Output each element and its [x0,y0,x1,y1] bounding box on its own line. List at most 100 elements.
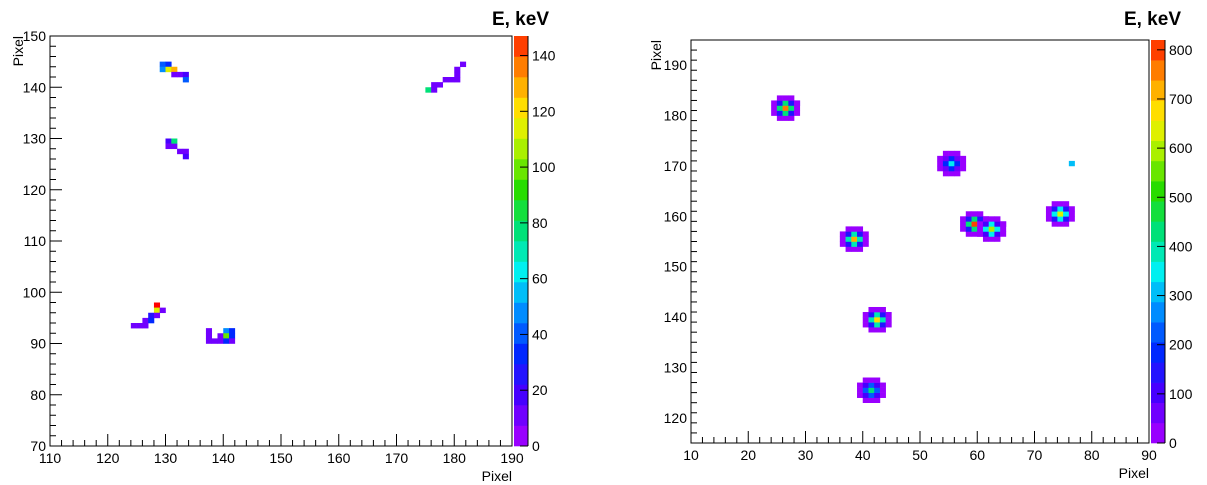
heatmap-cells-right [771,95,1075,403]
colorbar-swatch [1151,80,1165,101]
heatmap-cell [879,382,886,388]
heatmap-cell [148,312,155,319]
heatmap-cell [142,317,149,324]
heatmap-cell [960,165,967,172]
y-tick-label: 150 [664,259,688,275]
heatmap-cell [1057,216,1064,222]
colorbar-tick-label: 700 [1169,91,1193,107]
colorbar-swatch [514,200,528,221]
y-tick-label: 90 [30,336,46,352]
colorbar-swatch [514,323,528,344]
heatmap-cell [771,110,778,116]
heatmap-cell [182,71,189,78]
heatmap-cell [862,382,869,388]
heatmap-cell [142,323,149,329]
heatmap-cell [954,155,961,162]
heatmap-cell [982,226,989,232]
colorbar-tick-label: 140 [532,48,556,64]
colorbar-swatch [514,77,528,98]
y-axis-title-left: Pixel [10,36,26,66]
heatmap-cell [448,77,455,83]
heatmap-cell [879,322,886,328]
colorbar-tick-label: 400 [1169,238,1193,254]
colorbar-swatch [514,118,528,139]
colorbar-swatch [1151,261,1165,283]
heatmap-cell [960,226,967,232]
heatmap-cell [454,77,461,83]
heatmap-cell [788,100,795,106]
heatmap-cell [977,231,984,237]
heatmap-cell [994,231,1001,237]
heatmap-cell [454,71,461,78]
heatmap-cell [868,382,875,388]
colorbar-left: 0 20 40 60 80 100 120 140 [514,36,556,454]
x-tick-label: 110 [39,450,62,466]
x-tick-label: 160 [327,450,351,466]
colorbar-tick-label: 40 [532,326,548,342]
heatmap-cell [223,328,230,334]
heatmap-cell [788,115,795,121]
colorbar-swatch [1151,362,1165,383]
heatmap-cell [965,231,972,237]
colorbar-swatch [1151,422,1165,444]
colorbar-swatch [514,36,528,57]
heatmap-cell [211,338,218,344]
heatmap-cell [862,241,869,247]
heatmap-cell [771,100,778,106]
heatmap-cell [874,392,881,398]
colorbar-right: 0 100 200 300 400 500 600 700 800 [1151,40,1193,451]
heatmap-cell [971,226,978,232]
heatmap-cell [171,143,178,150]
x-tick-label: 60 [969,447,985,463]
chart-right: 10 20 30 40 50 60 70 80 90 120 130 140 150 160 170 180… [648,9,1193,481]
heatmap-cell [182,153,189,160]
heatmap-cell [1068,216,1075,222]
heatmap-cell [229,338,236,344]
x-tick-label: 140 [212,450,236,466]
colorbar-tick-label: 800 [1169,42,1193,58]
heatmap-cell [960,216,967,222]
heatmap-cell [988,236,995,242]
heatmap-cell [977,226,984,232]
heatmap-cell [148,317,155,324]
heatmap-cell [879,306,886,313]
heatmap-cell [862,231,869,237]
heatmap-cell [182,148,189,155]
heatmap-cell [788,105,795,111]
colorbar-tick-label: 120 [532,103,556,119]
heatmap-cell [851,231,858,237]
heatmap-cell [868,306,875,313]
heatmap-cell [868,392,875,398]
heatmap-cell [885,312,892,318]
heatmap-cell [868,327,875,333]
heatmap-cell [771,105,778,111]
heatmap-cell [879,392,886,398]
heatmap-cell [229,328,236,334]
colorbar-swatch [1151,60,1165,81]
y-tick-label: 160 [664,208,688,224]
heatmap-cell [159,307,166,314]
heatmap-cell [977,211,984,217]
colorbar-swatch [514,179,528,201]
colorbar-swatch [1151,382,1165,403]
x-tick-label: 70 [1027,447,1043,463]
heatmap-cell [948,160,955,167]
heatmap-cell [937,160,944,167]
heatmap-cell [776,115,783,121]
y-tick-label: 180 [664,108,688,124]
colorbar-swatch [514,364,528,385]
heatmap-cell [1063,201,1070,207]
heatmap-cell [971,216,978,222]
heatmap-cell [776,100,783,106]
heatmap-cell [885,322,892,328]
y-axis-left: 70 80 90 100 110 120 130 140 150 [23,28,62,454]
heatmap-cell [857,246,864,252]
heatmap-cell [862,377,869,383]
x-tick-label: 130 [154,450,178,466]
y-tick-label: 140 [664,309,688,325]
colorbar-swatch [514,138,528,160]
heatmap-cell [436,82,444,88]
heatmap-cell [988,221,995,227]
heatmap-cell [153,312,161,319]
heatmap-cell [217,333,224,339]
